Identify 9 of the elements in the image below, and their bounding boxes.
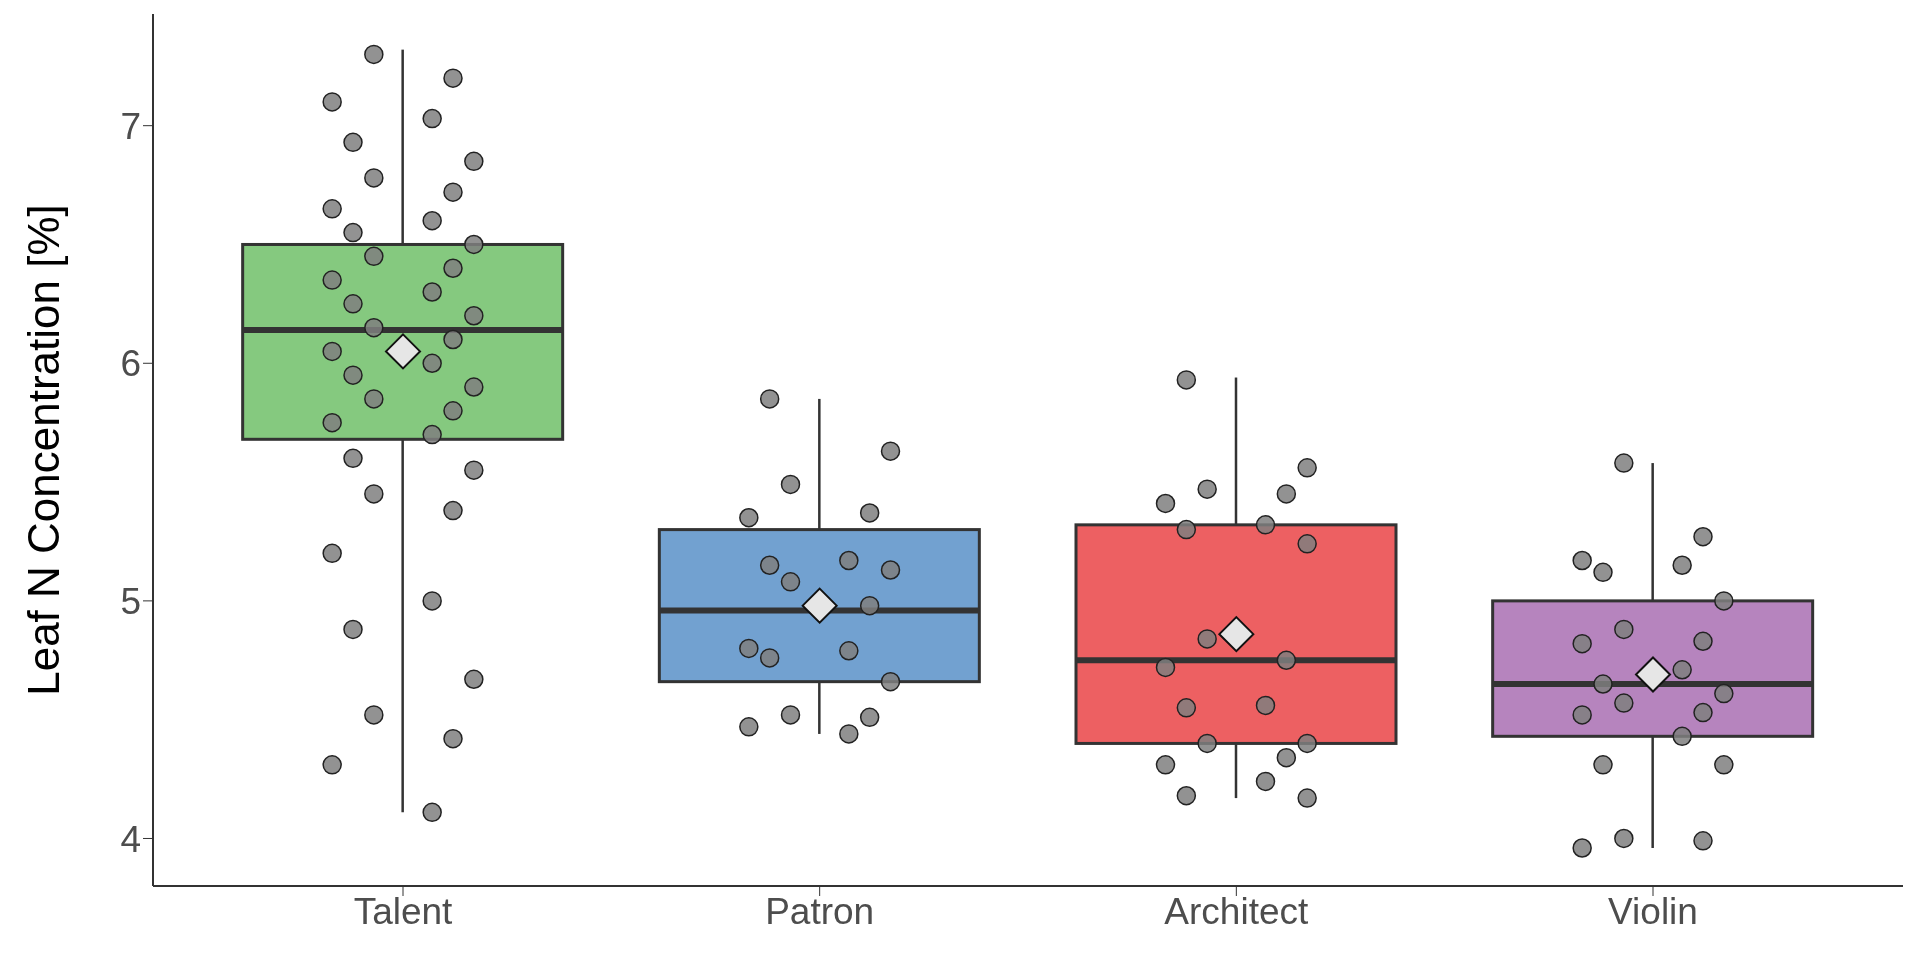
y-axis-title: Leaf N Concentration [%] — [18, 204, 68, 696]
y-tick-label: 7 — [120, 105, 141, 147]
y-tick-label: 4 — [120, 818, 141, 860]
x-tick-label: Patron — [765, 891, 875, 933]
y-tick-label: 5 — [120, 581, 141, 623]
y-tick-label: 6 — [120, 343, 141, 385]
x-tick-label: Talent — [353, 891, 454, 933]
x-tick-label: Violin — [1608, 891, 1698, 933]
x-tick-label: Architect — [1164, 891, 1310, 933]
